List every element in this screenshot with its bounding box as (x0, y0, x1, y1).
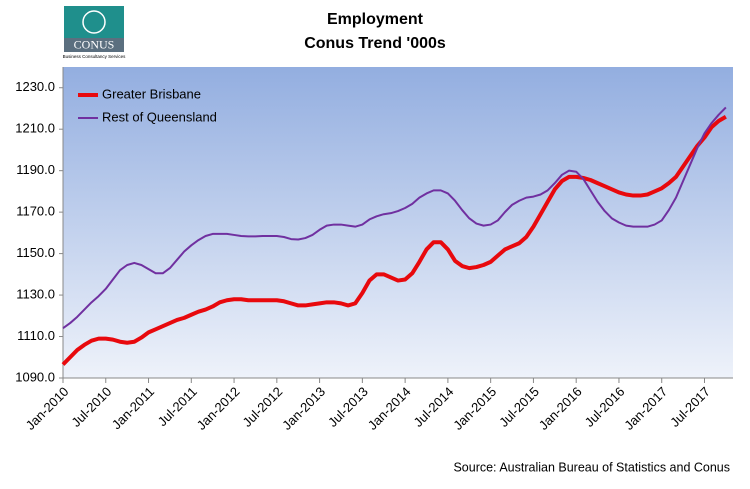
y-tick-label: 1190.0 (16, 162, 55, 177)
logo-tagline: Business Consultancy Services (63, 54, 127, 59)
y-tick-label: 1130.0 (16, 287, 55, 302)
x-tick-label: Jan-2015 (450, 384, 499, 433)
source-note: Source: Australian Bureau of Statistics … (453, 460, 730, 474)
series-line (62, 106, 727, 330)
x-tick-label: Jan-2011 (109, 384, 157, 432)
chart-title: Employment (327, 11, 424, 28)
chart-subtitle: Conus Trend '000s (304, 35, 446, 52)
x-tick-label: Jan-2017 (621, 384, 670, 433)
logo: CONUS Business Consultancy Services (63, 6, 127, 59)
logo-band (64, 38, 124, 52)
x-tick-label: Jan-2010 (23, 384, 72, 433)
x-tick-label: Jan-2012 (194, 384, 243, 433)
y-tick-label: 1170.0 (16, 204, 55, 219)
x-tick-label: Jan-2014 (365, 384, 414, 433)
y-tick-label: 1110.0 (17, 328, 55, 343)
x-tick-label: Jan-2016 (536, 384, 585, 433)
legend-label: Rest of Queensland (102, 109, 217, 124)
y-tick-label: 1090.0 (15, 369, 55, 384)
y-tick-label: 1210.0 (15, 121, 55, 136)
y-tick-label: 1150.0 (16, 245, 55, 260)
x-tick-label: Jan-2013 (279, 384, 328, 433)
x-tick-label: Jul-2010 (68, 384, 114, 430)
legend-label: Greater Brisbane (102, 86, 201, 101)
logo-name: CONUS (74, 37, 115, 51)
y-tick-label: 1230.0 (15, 79, 55, 94)
x-tick-label: Jul-2017 (667, 384, 713, 430)
logo-ring (82, 10, 106, 34)
series-line (61, 115, 727, 366)
